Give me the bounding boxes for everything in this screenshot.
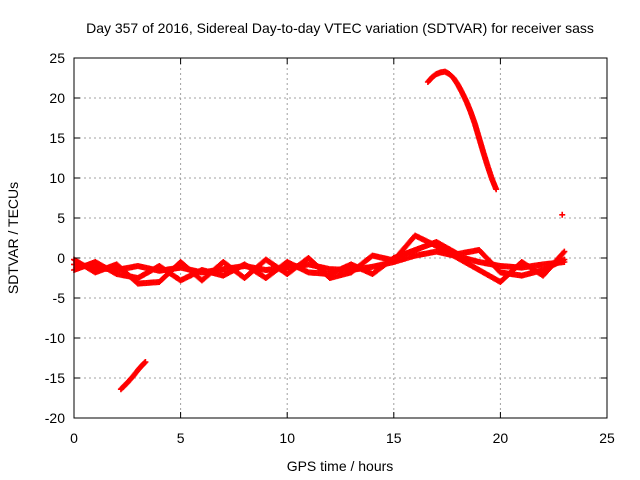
data-point: [493, 186, 500, 193]
grid: [74, 58, 607, 418]
y-tick-label: 15: [49, 130, 65, 146]
x-tick-label: 20: [493, 430, 509, 446]
data-point: [559, 211, 566, 218]
plot-frame: [73, 57, 608, 419]
y-tick-label: 0: [57, 250, 65, 266]
data-point: [560, 249, 567, 256]
y-tick-label: -20: [45, 410, 65, 426]
data-point: [561, 248, 568, 255]
x-axis-label: GPS time / hours: [287, 458, 394, 474]
y-tick-label: 20: [49, 90, 65, 106]
data-point: [561, 256, 568, 263]
data-point: [142, 359, 149, 365]
y-tick-label: 5: [57, 210, 65, 226]
y-axis-label: SDTVAR / TECUs: [5, 182, 21, 294]
y-tick-label: 25: [49, 50, 65, 66]
x-tick-label: 10: [279, 430, 295, 446]
x-tick-label: 0: [70, 430, 78, 446]
x-tick-label: 5: [177, 430, 185, 446]
y-tick-label: -15: [45, 370, 65, 386]
ticks: 0 5 10 15 20 25 25 20 15 10 5 0 -5 -10 -15 -20: [45, 50, 615, 446]
y-tick-label: -5: [53, 290, 66, 306]
y-tick-label: -10: [45, 330, 65, 346]
x-tick-label: 15: [386, 430, 402, 446]
data-points: [71, 68, 568, 393]
chart-title: Day 357 of 2016, Sidereal Day-to-day VTE…: [86, 20, 594, 36]
y-tick-label: 10: [49, 170, 65, 186]
x-tick-label: 25: [599, 430, 615, 446]
